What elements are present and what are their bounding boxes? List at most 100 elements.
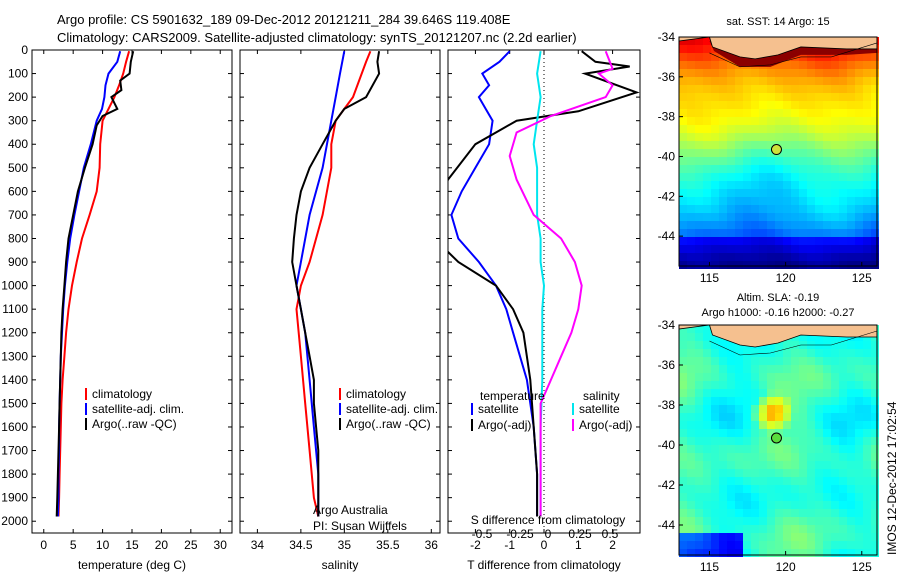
heatmap-cell [735, 125, 743, 133]
heatmap-cell [687, 429, 695, 437]
heatmap-cell [775, 61, 783, 69]
heatmap-cell [751, 221, 759, 229]
heatmap-cell [679, 421, 687, 429]
heatmap-cell [791, 101, 799, 109]
heatmap-cell [799, 389, 807, 397]
heatmap-cell [735, 365, 743, 373]
heatmap-cell [767, 77, 775, 85]
heatmap-cell [807, 493, 815, 501]
heatmap-cell [719, 485, 727, 493]
heatmap-cell [775, 205, 783, 213]
heatmap-cell [727, 525, 735, 533]
heatmap-cell [823, 389, 831, 397]
heatmap-cell [791, 437, 799, 445]
x-tick-label: 115 [700, 271, 719, 285]
heatmap-cell [815, 501, 823, 509]
heatmap-cell [839, 197, 847, 205]
heatmap-cell [855, 461, 863, 469]
heatmap-cell [695, 253, 703, 261]
heatmap-cell [831, 509, 839, 517]
heatmap-cell [711, 413, 719, 421]
heatmap-cell [807, 357, 815, 365]
heatmap-cell [695, 37, 703, 45]
heatmap-cell [727, 101, 735, 109]
heatmap-cell [719, 141, 727, 149]
heatmap-cell [719, 413, 727, 421]
heatmap-cell [687, 445, 695, 453]
heatmap-cell [775, 101, 783, 109]
heatmap-cell [727, 189, 735, 197]
heatmap-cell [823, 381, 831, 389]
heatmap-cell [847, 197, 855, 205]
heatmap-cell [839, 117, 847, 125]
heatmap-cell [711, 525, 719, 533]
heatmap-cell [767, 549, 775, 557]
legend-label: satellite [478, 402, 519, 416]
heatmap-cell [703, 405, 711, 413]
heatmap-cell [791, 237, 799, 245]
heatmap-cell [831, 109, 839, 117]
heatmap-cell [791, 429, 799, 437]
heatmap-cell [783, 429, 791, 437]
heatmap-cell [807, 261, 815, 269]
heatmap-cell [807, 165, 815, 173]
heatmap-cell [871, 213, 879, 221]
heatmap-cell [807, 421, 815, 429]
sla-map-panel: Altim. SLA: -0.19 Argo h1000: -0.16 h2000… [658, 292, 879, 574]
heatmap-cell [831, 477, 839, 485]
heatmap-cell [743, 149, 751, 157]
heatmap-cell [799, 509, 807, 517]
heatmap-cell [799, 397, 807, 405]
heatmap-cell [871, 109, 879, 117]
heatmap-cell [831, 173, 839, 181]
heatmap-cell [783, 149, 791, 157]
top-x-tick-label: 0.25 [568, 527, 592, 541]
heatmap-cell [855, 181, 863, 189]
heatmap-cell [791, 109, 799, 117]
y-tick-label: -40 [658, 438, 676, 452]
heatmap-cell [767, 461, 775, 469]
salinity-panel: 34 34.5 35 35.5 36 salinity climatologysatelli… [239, 49, 441, 572]
heatmap-cell [831, 469, 839, 477]
heatmap-cell [791, 349, 799, 357]
heatmap-cell [839, 517, 847, 525]
heatmap-cell [791, 197, 799, 205]
heatmap-cell [815, 237, 823, 245]
heatmap-cell [815, 541, 823, 549]
y-tick-label: -38 [658, 398, 676, 412]
heatmap-cell [823, 205, 831, 213]
heatmap-cell [815, 125, 823, 133]
heatmap-cell [831, 437, 839, 445]
heatmap-cell [863, 53, 871, 61]
heatmap-cell [711, 493, 719, 501]
heatmap-cell [751, 133, 759, 141]
heatmap-cell [767, 85, 775, 93]
heatmap-cell [871, 101, 879, 109]
heatmap-cell [735, 101, 743, 109]
heatmap-cell [751, 85, 759, 93]
heatmap-cell [751, 453, 759, 461]
heatmap-cell [687, 189, 695, 197]
heatmap-cell [791, 461, 799, 469]
heatmap-cell [711, 245, 719, 253]
heatmap-cell [695, 445, 703, 453]
heatmap-cell [679, 245, 687, 253]
y-tick-label: 1500 [1, 396, 28, 410]
heatmap-cell [679, 349, 687, 357]
heatmap-cell [831, 125, 839, 133]
heatmap-cell [831, 461, 839, 469]
heatmap-cell [727, 245, 735, 253]
heatmap-cell [831, 149, 839, 157]
heatmap-cell [703, 93, 711, 101]
heatmap-cell [807, 173, 815, 181]
heatmap-cell [831, 261, 839, 269]
heatmap-cell [783, 469, 791, 477]
heatmap-cell [807, 501, 815, 509]
heatmap-cell [799, 349, 807, 357]
heatmap-cell [863, 357, 871, 365]
heatmap-cell [839, 245, 847, 253]
legend-label: satellite-adj. clim. [92, 402, 184, 416]
heatmap-cell [847, 437, 855, 445]
heatmap-cell [815, 533, 823, 541]
heatmap-cell [839, 493, 847, 501]
